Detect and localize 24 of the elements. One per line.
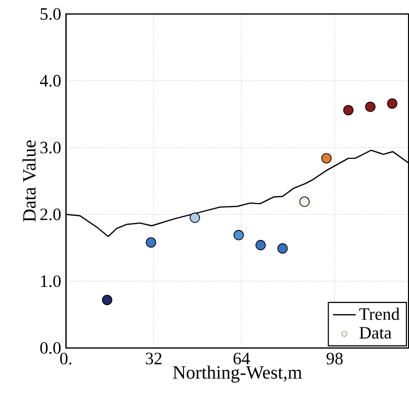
legend-label: Trend	[359, 308, 400, 320]
y-tick-label: 5.0	[40, 8, 61, 20]
point	[102, 294, 112, 306]
y-tick-label: 3.0	[40, 142, 61, 154]
x-tick-label: 98	[326, 352, 343, 364]
y-tick-label: 2.0	[40, 208, 61, 220]
y-tick-label: 4.0	[40, 74, 61, 87]
point	[343, 104, 354, 116]
point	[234, 230, 244, 240]
x-tick-label: 32	[146, 352, 162, 364]
point	[146, 237, 156, 248]
y-tick-label: 1.0	[41, 275, 61, 288]
point	[190, 212, 200, 223]
legend-label: Data	[359, 327, 392, 339]
y-tick-label: 0.0	[40, 342, 61, 354]
y-axis-title: Data Value	[22, 140, 36, 222]
x-axis-title: Northing-West,m	[173, 366, 302, 383]
point	[299, 196, 310, 207]
point	[365, 102, 376, 112]
x-tick-label: 64	[234, 352, 250, 364]
point	[321, 153, 332, 164]
x-tick-label: 0.	[60, 352, 72, 364]
point	[255, 240, 266, 250]
point	[277, 243, 288, 254]
